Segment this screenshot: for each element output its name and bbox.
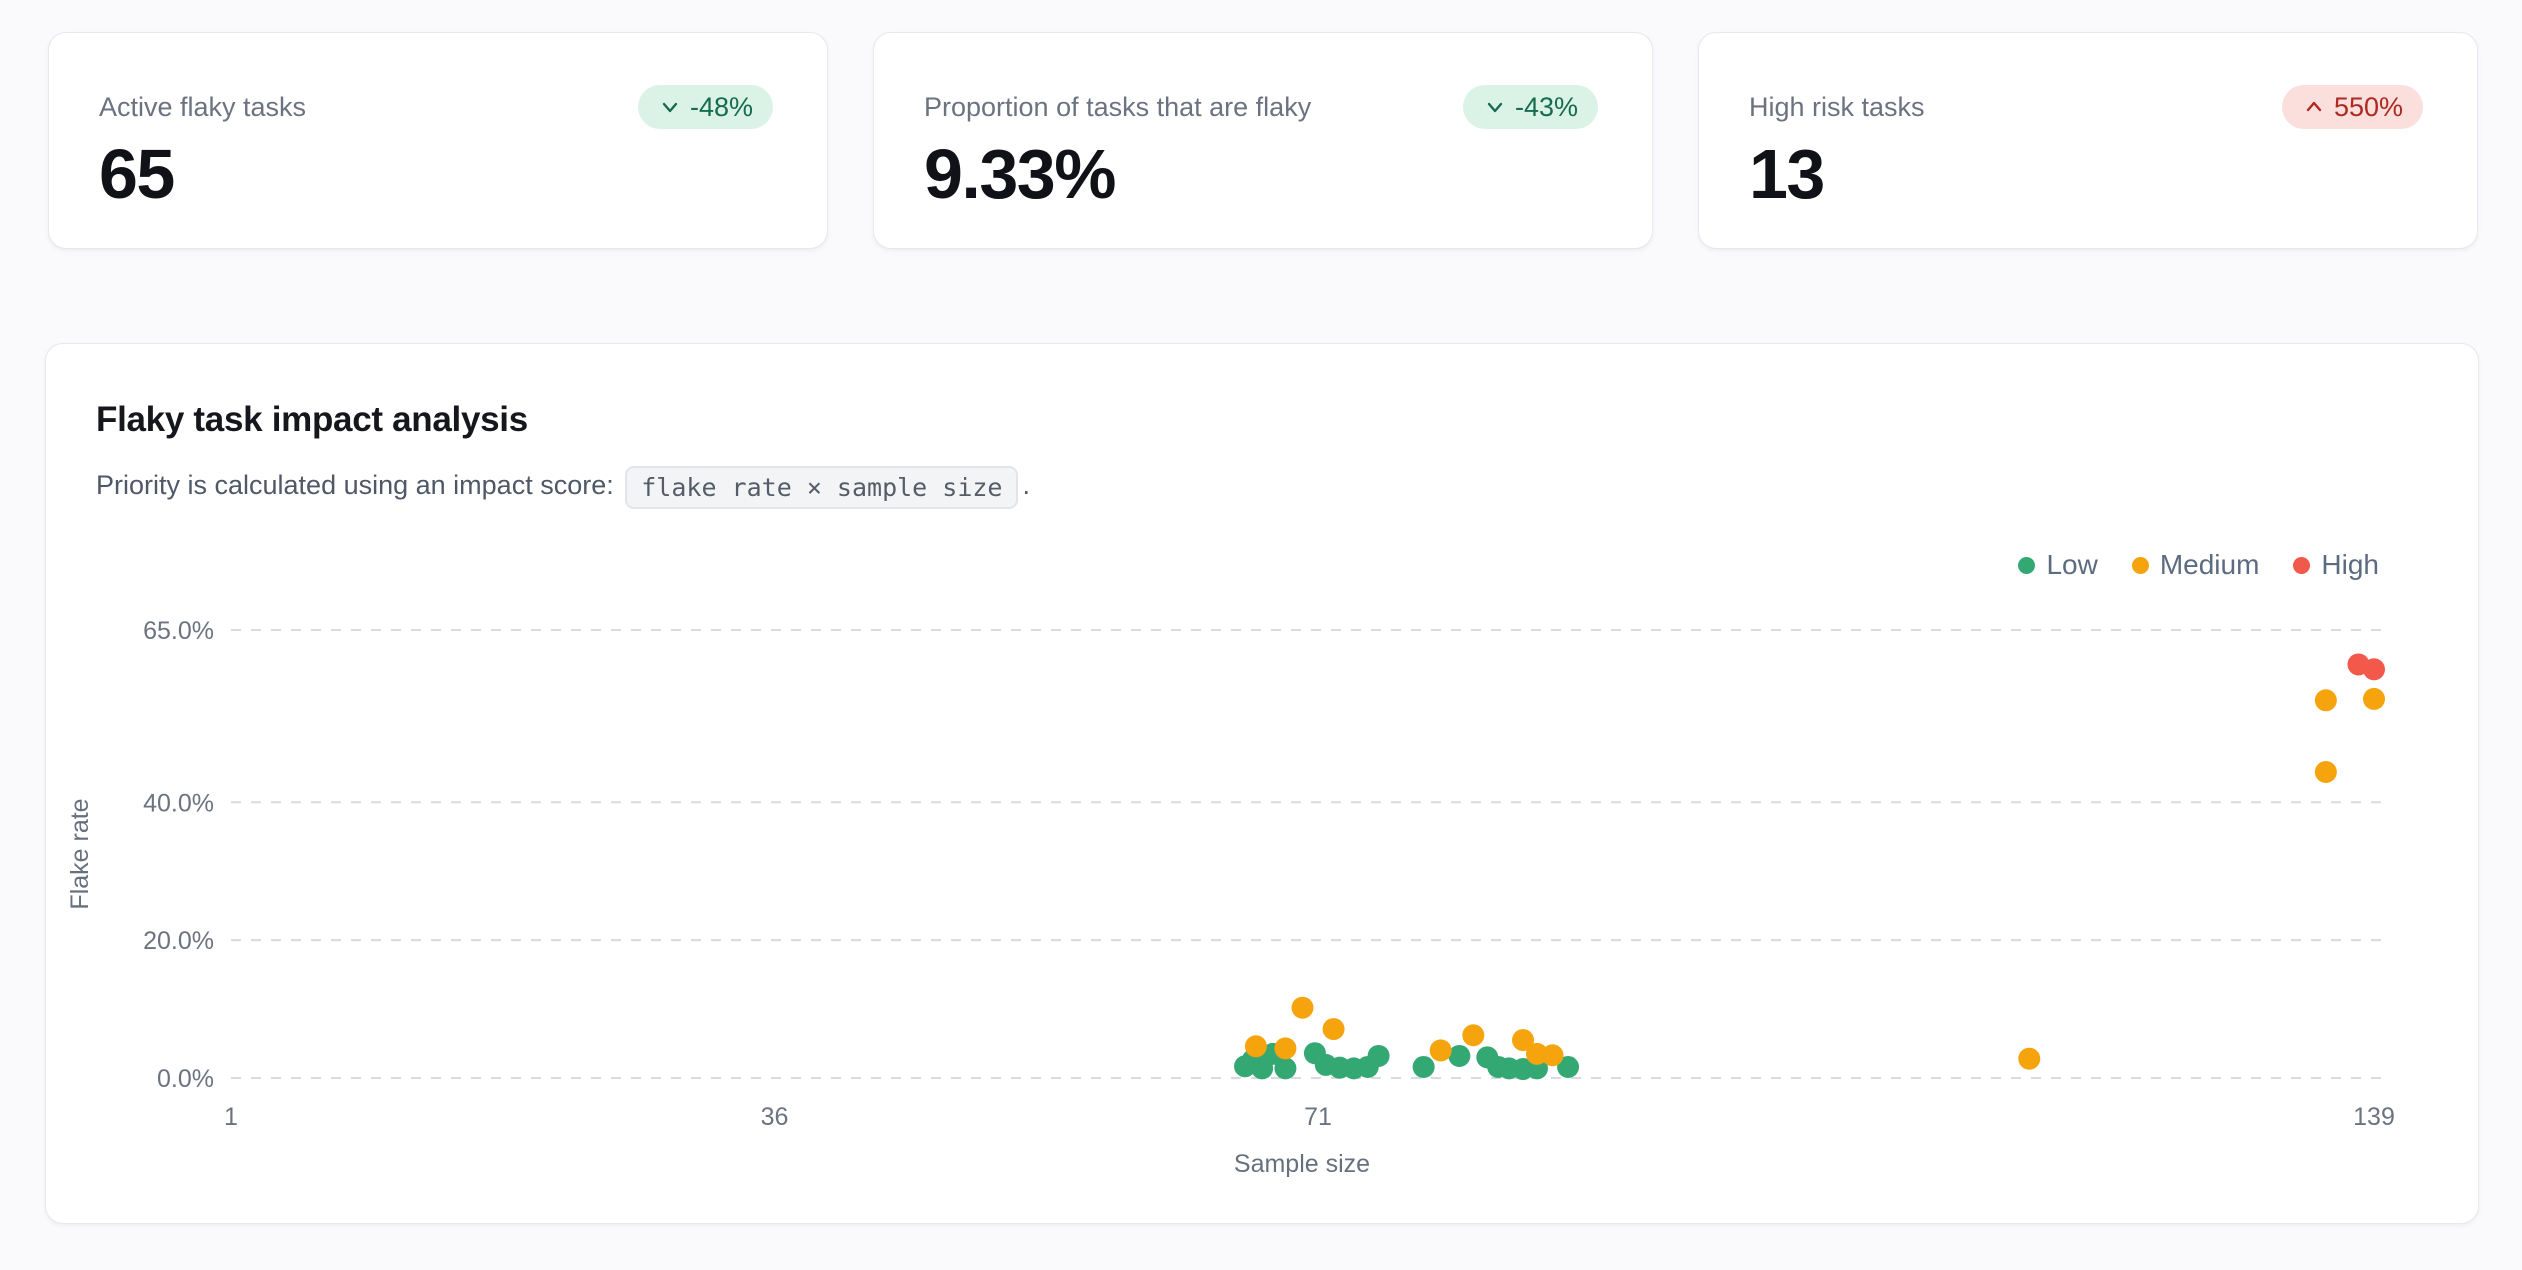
stat-value: 9.33% xyxy=(924,135,1116,214)
data-point-high[interactable] xyxy=(2363,658,2385,681)
stat-label: Active flaky tasks xyxy=(99,92,307,122)
subtitle-text: Priority is calculated using an impact s… xyxy=(96,470,614,500)
legend-label: High xyxy=(2321,549,2379,580)
chevron-down-icon xyxy=(658,95,682,119)
legend-dot-icon xyxy=(2018,556,2036,574)
data-point-medium[interactable] xyxy=(1429,1039,1452,1062)
subtitle-period: . xyxy=(1022,470,1030,500)
x-axis-tick-labels: 1 36 71 139 xyxy=(224,1103,2395,1131)
stat-value: 13 xyxy=(1749,135,1825,214)
data-points xyxy=(1234,653,2385,1081)
legend-dot-icon xyxy=(2131,556,2149,574)
data-point-low[interactable] xyxy=(1367,1044,1390,1067)
stat-label: High risk tasks xyxy=(1749,92,1925,122)
data-point-low[interactable] xyxy=(1274,1057,1297,1080)
chart-title: Flaky task impact analysis xyxy=(96,400,528,439)
delta-value: -43% xyxy=(1514,91,1578,122)
chevron-up-icon xyxy=(2302,95,2326,119)
legend-item-medium[interactable]: Medium xyxy=(2131,549,2260,581)
legend-label: Low xyxy=(2046,549,2098,580)
chevron-down-icon xyxy=(1483,95,1507,119)
legend-item-low[interactable]: Low xyxy=(2018,549,2098,581)
flaky-impact-chart-card: Flaky task impact analysis Priority is c… xyxy=(45,343,2479,1224)
chart-legend: Low Medium High xyxy=(2018,549,2379,581)
x-tick-label: 71 xyxy=(1304,1103,1332,1131)
legend-label: Medium xyxy=(2159,549,2260,580)
stat-card-flaky-proportion: Proportion of tasks that are flaky 9.33%… xyxy=(873,32,1653,249)
legend-item-high[interactable]: High xyxy=(2293,549,2379,581)
data-point-medium[interactable] xyxy=(1541,1044,1564,1067)
y-tick-label: 40.0% xyxy=(143,789,214,817)
formula-chip: flake rate × sample size xyxy=(625,466,1019,509)
delta-value: 550% xyxy=(2333,91,2403,122)
x-axis-title: Sample size xyxy=(1234,1150,1370,1178)
stat-label: Proportion of tasks that are flaky xyxy=(924,92,1312,122)
delta-value: -48% xyxy=(689,91,753,122)
data-point-medium[interactable] xyxy=(1291,996,1314,1019)
stat-card-active-flaky-tasks: Active flaky tasks 65 -48% xyxy=(48,32,828,249)
delta-badge: -43% xyxy=(1462,85,1598,129)
y-axis-tick-labels: 65.0% 40.0% 20.0% 0.0% xyxy=(143,617,214,1093)
data-point-low[interactable] xyxy=(1557,1055,1580,1078)
data-point-medium[interactable] xyxy=(1512,1029,1535,1052)
data-point-medium[interactable] xyxy=(1274,1037,1297,1060)
data-point-medium[interactable] xyxy=(1462,1024,1485,1047)
data-point-medium[interactable] xyxy=(1322,1018,1345,1041)
stats-row: Active flaky tasks 65 -48% Proportion of… xyxy=(48,32,2478,249)
y-tick-label: 0.0% xyxy=(157,1065,214,1093)
data-point-low[interactable] xyxy=(1412,1055,1435,1078)
data-point-medium[interactable] xyxy=(2314,760,2337,783)
scatter-plot: 65.0% 40.0% 20.0% 0.0% 1 36 71 139 Sample size… xyxy=(66,617,2395,1178)
data-point-medium[interactable] xyxy=(1244,1035,1267,1058)
y-tick-label: 65.0% xyxy=(143,617,214,645)
delta-badge: -48% xyxy=(637,85,773,129)
x-tick-label: 139 xyxy=(2353,1103,2395,1131)
data-point-medium[interactable] xyxy=(2314,689,2337,712)
y-tick-label: 20.0% xyxy=(143,927,214,955)
data-point-low[interactable] xyxy=(1448,1044,1471,1067)
delta-badge: 550% xyxy=(2281,85,2423,129)
stat-value: 65 xyxy=(99,135,175,214)
x-tick-label: 1 xyxy=(224,1103,238,1131)
x-tick-label: 36 xyxy=(761,1103,789,1131)
chart-subtitle: Priority is calculated using an impact s… xyxy=(96,466,1030,509)
y-axis-title: Flake rate xyxy=(66,798,94,909)
data-point-medium[interactable] xyxy=(2018,1047,2041,1070)
legend-dot-icon xyxy=(2293,556,2311,574)
stat-card-high-risk-tasks: High risk tasks 13 550% xyxy=(1698,32,2478,249)
data-point-medium[interactable] xyxy=(2363,687,2385,710)
